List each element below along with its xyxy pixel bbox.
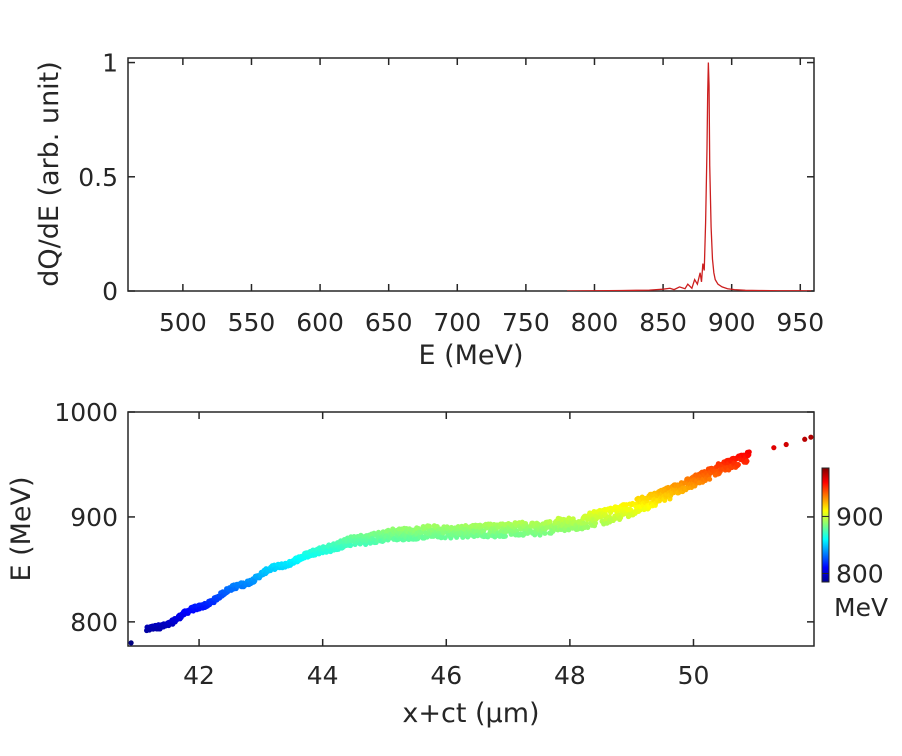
colorbar-ticks: 800 900 [822, 502, 884, 588]
spectrum-xtick-label: 900 [708, 308, 756, 337]
spectrum-xtick-label: 950 [776, 308, 824, 337]
colorbar-gradient [821, 467, 830, 583]
spectrum-ytick-label: 0.5 [78, 163, 118, 192]
spectrum-axes-box [127, 57, 815, 292]
spectrum-xtick-label: 650 [365, 308, 413, 337]
scatter-outlier-point [128, 640, 134, 646]
scatter-outlier-point [802, 436, 808, 442]
scatter-point [706, 476, 713, 482]
colorbar-tick-label: 800 [836, 559, 884, 588]
scatter-point [547, 518, 553, 525]
phase-space-xtick-label: 46 [430, 661, 462, 690]
spectrum-ylabel: dQ/dE (arb. unit) [34, 61, 65, 287]
scatter-point [418, 530, 425, 536]
colorbar-tick-label: 900 [836, 502, 884, 531]
phase-space-xtick-label: 50 [678, 661, 710, 690]
spectrum-xlabel: E (MeV) [418, 340, 523, 371]
scatter-outlier-point [771, 445, 777, 451]
phase-space-ticks: 42 44 46 48 50 800 900 1000 [54, 398, 814, 690]
spectrum-xtick-label: 800 [571, 308, 619, 337]
spectrum-xtick-label: 700 [433, 308, 481, 337]
scatter-outlier-point [808, 434, 814, 440]
spectrum-line [567, 62, 812, 291]
scatter-point [542, 530, 548, 536]
phase-space-scatter [128, 434, 814, 646]
scatter-point [566, 527, 572, 533]
scatter-point [347, 542, 354, 549]
phase-space-panel: 42 44 46 48 50 800 900 1000 x+ct (μm) E (MeV) 8… [6, 398, 888, 729]
phase-space-xtick-label: 48 [554, 661, 586, 690]
scatter-outlier-point [783, 441, 789, 448]
spectrum-xtick-label: 550 [228, 308, 276, 337]
spectrum-ytick-label: 1 [102, 49, 118, 78]
spectrum-panel: 500 550 600 650 700 750 800 850 900 950 0 0.5 1 E (M… [34, 49, 824, 371]
phase-space-ytick-label: 800 [70, 608, 118, 637]
phase-space-xtick-label: 44 [307, 661, 339, 690]
scatter-point [744, 458, 750, 464]
scatter-point [592, 520, 599, 526]
spectrum-xtick-label: 500 [159, 308, 207, 337]
scatter-point [442, 535, 448, 541]
scatter-point [735, 462, 741, 468]
colorbar-unit-label: MeV [834, 593, 888, 622]
scatter-point [602, 511, 608, 517]
spectrum-ticks: 500 550 600 650 700 750 800 850 900 950 0 0.5 1 [78, 49, 824, 337]
phase-space-xlabel: x+ct (μm) [402, 698, 539, 729]
phase-space-ylabel: E (MeV) [6, 476, 37, 581]
scatter-point [502, 533, 508, 539]
colorbar: 800 900 MeV [821, 467, 888, 622]
phase-space-ytick-label: 1000 [54, 398, 118, 427]
spectrum-ytick-label: 0 [102, 277, 118, 306]
phase-space-xtick-label: 42 [183, 661, 215, 690]
scatter-point [426, 523, 432, 529]
scatter-point [746, 449, 752, 455]
scatter-point [665, 484, 671, 491]
scatter-point [585, 524, 591, 530]
phase-space-ytick-label: 900 [70, 503, 118, 532]
spectrum-xtick-label: 600 [296, 308, 344, 337]
spectrum-xtick-label: 750 [502, 308, 550, 337]
spectrum-xtick-label: 850 [639, 308, 687, 337]
